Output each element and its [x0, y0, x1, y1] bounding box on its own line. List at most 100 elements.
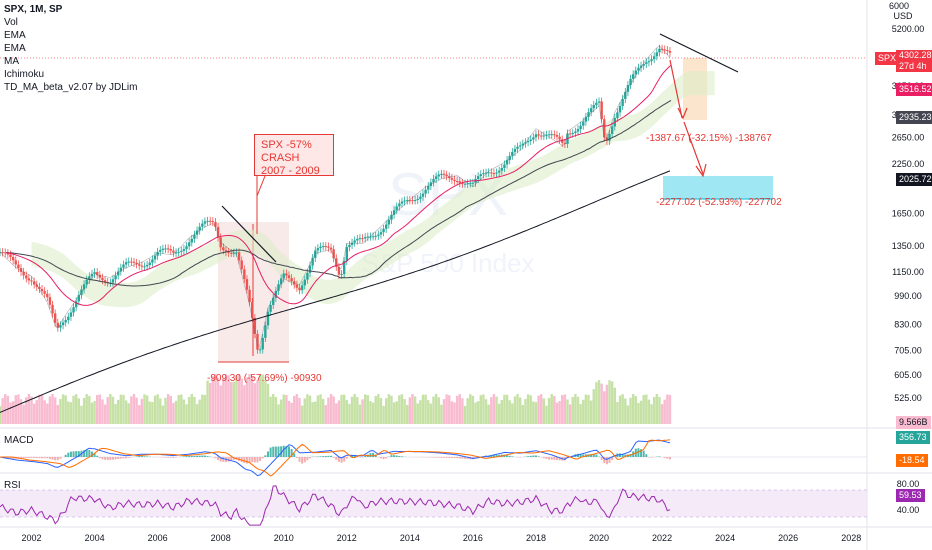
candle-body [621, 99, 624, 106]
volume-bar [117, 399, 120, 424]
macd-histogram-bar [563, 457, 566, 461]
macd-histogram-bar [96, 455, 99, 457]
volume-bar [96, 395, 99, 424]
macd-histogram-bar [290, 449, 293, 457]
candle-body [193, 234, 196, 239]
currency-label: USD [893, 11, 913, 21]
candle-body [458, 181, 461, 184]
volume-bar [109, 394, 112, 424]
macd-histogram-bar [324, 455, 327, 457]
volume-bar [466, 398, 469, 424]
volume-bar [48, 396, 52, 424]
candle-body [476, 176, 480, 179]
legend-ichimoku[interactable]: Ichimoku [4, 69, 45, 80]
volume-bar [369, 401, 372, 424]
volume-bar [308, 395, 312, 424]
candle-body [258, 349, 262, 351]
volume-bar [151, 402, 154, 424]
rsi-pane-label[interactable]: RSI [4, 480, 21, 491]
macd-histogram-bar [282, 445, 285, 457]
volume-bar [135, 397, 138, 424]
candle-body [479, 174, 482, 177]
candle-body [327, 246, 330, 248]
candle-body [127, 261, 130, 263]
legend-symbol[interactable]: SPX, 1M, SP [4, 4, 63, 15]
macd-histogram-bar [382, 457, 385, 460]
macd-histogram-bar [548, 457, 551, 460]
candle-body [240, 260, 243, 270]
volume-bar [652, 396, 656, 424]
volume-bar [547, 397, 551, 424]
time-tick-label: 2008 [211, 533, 231, 543]
candle-body [190, 238, 193, 243]
macd-histogram-bar [274, 446, 277, 457]
legend-ema-1[interactable]: EMA [4, 30, 26, 41]
macd-histogram-bar [534, 455, 537, 457]
candle-body [366, 236, 370, 238]
spx-price-tag: 4302.28 27d 4h [896, 50, 932, 72]
price-tick-label: 705.00 [894, 346, 922, 356]
volume-bar [603, 391, 606, 424]
candle-body [582, 121, 585, 126]
macd-histogram-bar [293, 453, 296, 457]
volume-bar [432, 396, 435, 424]
macd-histogram-bar [269, 447, 272, 457]
volume-bar [474, 402, 477, 424]
candle-body [166, 248, 170, 250]
volume-bar [61, 394, 65, 424]
candle-body [145, 264, 149, 267]
arrow-head [695, 163, 707, 178]
macd-histogram-bar [264, 455, 267, 457]
volume-bar [524, 398, 527, 424]
volume-bar [476, 401, 480, 424]
legend-ma[interactable]: MA [4, 56, 19, 67]
legend-vol[interactable]: Vol [4, 17, 18, 28]
candle-body [660, 48, 664, 50]
candle-body [117, 271, 120, 276]
time-tick-label: 2012 [337, 533, 357, 543]
macd-histogram-bar [395, 455, 398, 457]
candle-body [103, 280, 107, 282]
macd-histogram-bar [59, 457, 62, 459]
candle-body [251, 302, 254, 318]
candle-body [484, 172, 488, 174]
candle-body [550, 134, 553, 136]
volume-bar [427, 400, 430, 424]
candle-body [245, 279, 249, 290]
macd-histogram-bar [642, 450, 645, 457]
volume-bar [114, 403, 117, 424]
legend-ema-2[interactable]: EMA [4, 43, 26, 54]
volume-bar [145, 395, 149, 424]
macd-pane-label[interactable]: MACD [4, 435, 34, 446]
candle-body [650, 59, 653, 62]
candle-body [43, 291, 46, 294]
crash-callout-title: SPX -57% CRASH [261, 139, 312, 164]
candle-body [645, 62, 648, 64]
volume-bar [82, 398, 86, 424]
candle-body [387, 219, 391, 225]
macd-histogram-bar [222, 457, 225, 462]
legend-td-ma[interactable]: TD_MA_beta_v2.07 by JDLim [4, 82, 138, 93]
candle-body [377, 234, 380, 236]
macd-histogram-bar [164, 457, 167, 458]
candle-body [135, 262, 138, 265]
macd-histogram-bar [119, 457, 122, 459]
volume-bar [563, 394, 567, 424]
projection-box-2 [663, 176, 773, 199]
macd-histogram-bar [440, 457, 443, 458]
volume-bar [450, 401, 454, 424]
volume-bar [93, 401, 96, 424]
macd-histogram-bar [98, 457, 101, 459]
candle-body [101, 277, 104, 281]
volume-bar [537, 395, 540, 424]
macd-histogram-bar [146, 456, 149, 457]
candle-body [616, 112, 619, 118]
macd-histogram-bar [558, 457, 561, 461]
volume-bar [663, 399, 666, 424]
candle-body [400, 201, 404, 204]
macd-histogram-bar [75, 451, 78, 457]
macd-histogram-bar [335, 457, 338, 460]
time-tick-label: 2010 [274, 533, 294, 543]
macd-histogram-bar [545, 457, 548, 459]
